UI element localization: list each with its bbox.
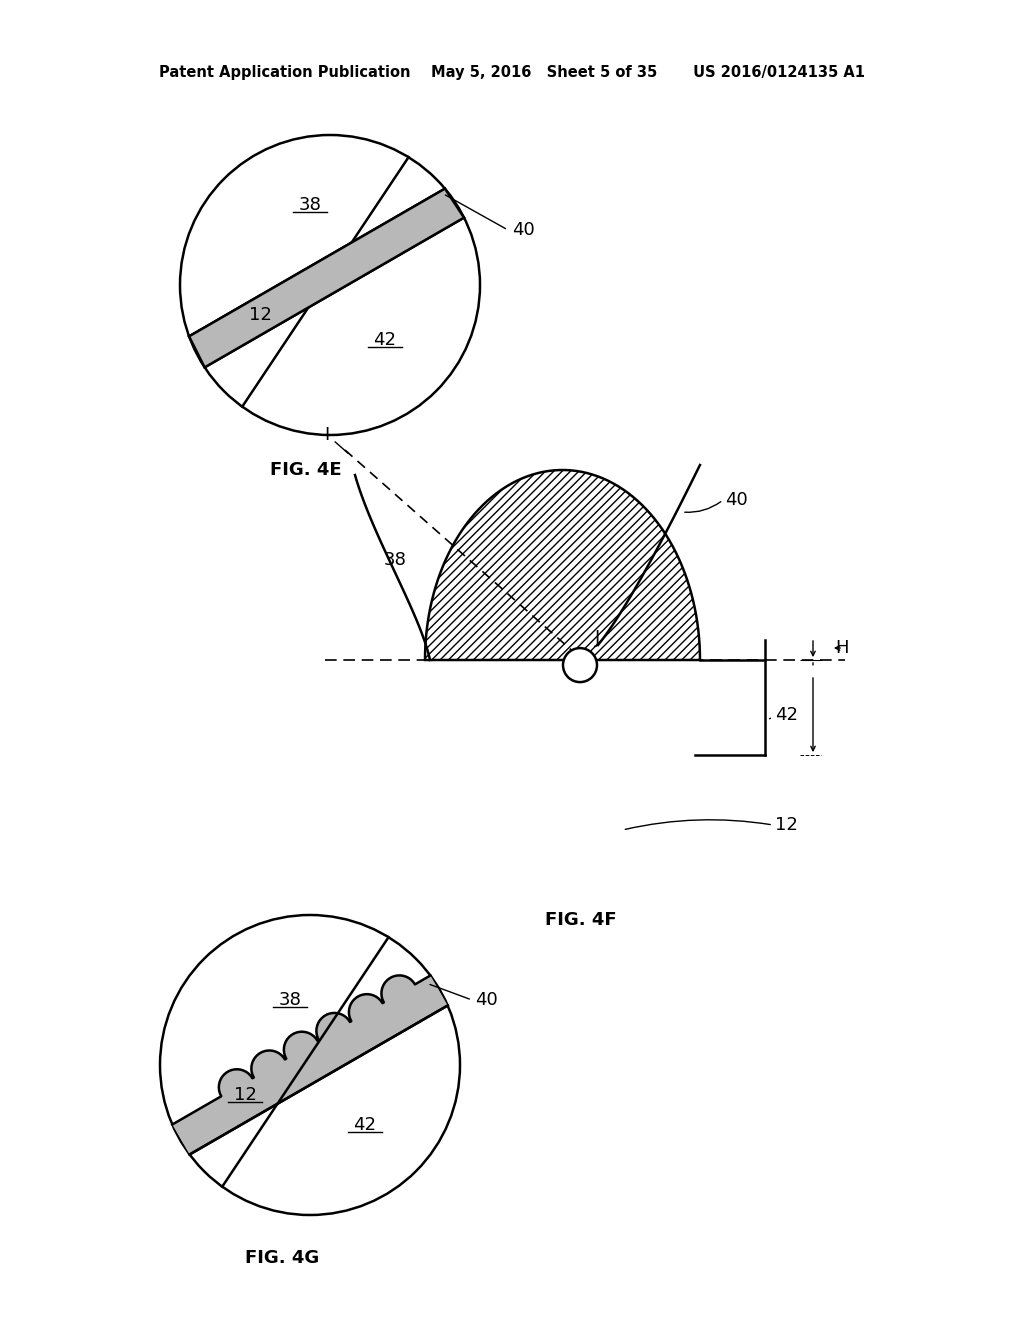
Text: 40: 40 <box>725 491 748 510</box>
Polygon shape <box>172 975 447 1155</box>
Text: 40: 40 <box>475 991 498 1008</box>
Text: 40: 40 <box>512 220 535 239</box>
Polygon shape <box>189 189 464 367</box>
Text: 38: 38 <box>279 991 301 1008</box>
Text: 12: 12 <box>233 1086 256 1104</box>
Text: 42: 42 <box>775 706 798 723</box>
Text: 12: 12 <box>249 306 271 323</box>
Text: I: I <box>325 426 330 444</box>
Text: Patent Application Publication    May 5, 2016   Sheet 5 of 35       US 2016/0124: Patent Application Publication May 5, 20… <box>159 65 865 79</box>
Circle shape <box>563 648 597 682</box>
Text: FIG. 4G: FIG. 4G <box>245 1249 319 1267</box>
Text: FIG. 4F: FIG. 4F <box>545 911 616 929</box>
Polygon shape <box>425 470 700 660</box>
Text: H: H <box>835 639 849 657</box>
Text: FIG. 4E: FIG. 4E <box>270 461 342 479</box>
Text: J: J <box>595 630 601 647</box>
Text: 42: 42 <box>353 1115 377 1134</box>
Text: 42: 42 <box>374 331 396 348</box>
Text: 12: 12 <box>775 816 798 834</box>
Text: 38: 38 <box>299 195 322 214</box>
Text: 38: 38 <box>384 550 407 569</box>
